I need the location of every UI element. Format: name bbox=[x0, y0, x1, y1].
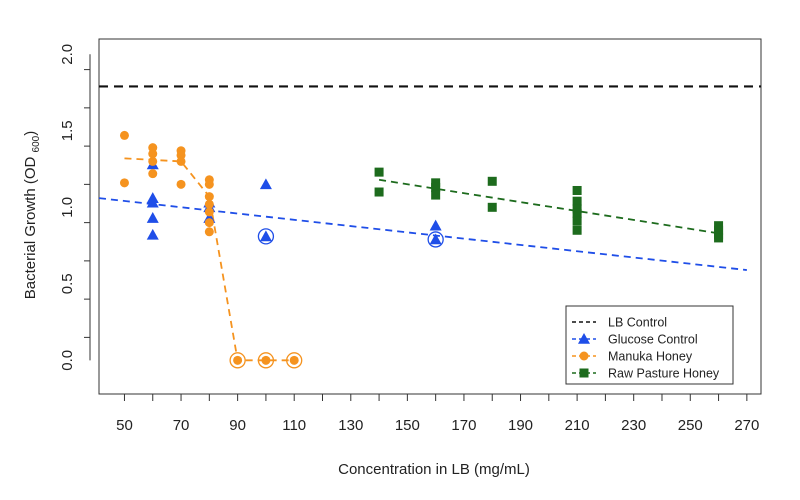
data-point bbox=[259, 178, 272, 190]
y-tick-label: 1.5 bbox=[59, 120, 76, 141]
data-point bbox=[204, 179, 214, 189]
series-markers bbox=[119, 130, 724, 369]
data-point bbox=[146, 196, 159, 208]
data-point bbox=[431, 190, 441, 200]
y-axis: 0.0 0.5 1.0 1.5 2.0 bbox=[59, 44, 91, 371]
x-tick-label: 190 bbox=[508, 417, 533, 434]
series-line bbox=[98, 197, 747, 271]
x-axis-title: Concentration in LB (mg/mL) bbox=[338, 461, 530, 478]
legend-swatch-marker bbox=[579, 368, 589, 378]
x-axis: 50 70 90 110 130 150 170 190 210 230 250 270 bbox=[116, 393, 759, 434]
data-point bbox=[431, 182, 441, 192]
data-point bbox=[261, 355, 271, 365]
data-point-highlight-ring bbox=[257, 228, 275, 245]
data-point bbox=[714, 233, 724, 243]
legend-box bbox=[565, 305, 734, 385]
legend-label: LB Control bbox=[608, 316, 667, 330]
data-point bbox=[148, 169, 158, 179]
y-axis-title-main: Bacterial Growth (OD bbox=[22, 152, 39, 299]
data-point bbox=[487, 176, 497, 186]
data-point bbox=[148, 149, 158, 159]
x-tick-label: 70 bbox=[173, 417, 190, 434]
legend: LB Control Glucose Control Manuka Honey Raw… bbox=[565, 305, 734, 385]
y-tick-label: 0.0 bbox=[59, 350, 76, 371]
x-tick-label: 90 bbox=[229, 417, 246, 434]
data-point bbox=[289, 355, 299, 365]
data-point-highlight-ring bbox=[286, 352, 303, 369]
data-point bbox=[374, 187, 384, 197]
data-point bbox=[146, 228, 159, 240]
data-point bbox=[572, 185, 582, 195]
legend-swatch-marker bbox=[579, 351, 589, 361]
y-axis-title-subscript: 600 bbox=[31, 135, 42, 152]
legend-label: Manuka Honey bbox=[608, 350, 693, 364]
x-tick-label: 110 bbox=[282, 417, 306, 434]
data-point bbox=[204, 192, 214, 202]
data-point bbox=[572, 216, 582, 226]
data-point bbox=[487, 202, 497, 212]
data-point bbox=[431, 178, 441, 188]
data-point bbox=[714, 225, 724, 235]
data-point-highlight-ring bbox=[229, 352, 246, 369]
x-tick-label: 50 bbox=[116, 417, 133, 434]
data-point bbox=[572, 225, 582, 235]
y-axis-title-close: ) bbox=[22, 131, 39, 136]
data-point bbox=[429, 233, 442, 245]
data-point bbox=[204, 199, 214, 209]
legend-label: Raw Pasture Honey bbox=[608, 367, 720, 381]
data-point-highlight-ring bbox=[257, 352, 275, 369]
x-tick-label: 150 bbox=[395, 417, 420, 434]
data-point bbox=[146, 212, 159, 223]
series-line bbox=[378, 178, 719, 235]
data-point bbox=[259, 230, 272, 242]
y-tick-label: 0.5 bbox=[59, 273, 76, 294]
data-point bbox=[119, 178, 129, 188]
data-point bbox=[148, 156, 158, 166]
legend-swatch-marker bbox=[578, 333, 590, 344]
data-point bbox=[119, 130, 129, 140]
data-point bbox=[204, 207, 214, 217]
data-point bbox=[572, 208, 582, 218]
data-point bbox=[176, 179, 186, 189]
data-point bbox=[204, 218, 214, 228]
y-tick-label: 1.0 bbox=[59, 197, 76, 218]
x-tick-label: 230 bbox=[621, 417, 646, 434]
data-point bbox=[572, 196, 582, 206]
legend-label: Glucose Control bbox=[608, 333, 698, 347]
data-point bbox=[429, 219, 442, 231]
data-point bbox=[374, 167, 384, 177]
x-tick-label: 250 bbox=[678, 417, 703, 434]
x-tick-label: 170 bbox=[451, 417, 476, 434]
data-point bbox=[714, 221, 724, 231]
y-tick-label: 2.0 bbox=[59, 44, 76, 65]
x-tick-label: 130 bbox=[338, 417, 363, 434]
data-point bbox=[176, 156, 186, 166]
x-tick-label: 270 bbox=[734, 417, 759, 434]
y-axis-title: Bacterial Growth (OD 600) bbox=[22, 131, 42, 299]
data-point bbox=[572, 204, 582, 214]
data-point bbox=[233, 355, 243, 365]
data-point bbox=[204, 227, 214, 237]
x-tick-label: 210 bbox=[565, 417, 590, 434]
data-point-highlight-ring bbox=[427, 231, 444, 248]
